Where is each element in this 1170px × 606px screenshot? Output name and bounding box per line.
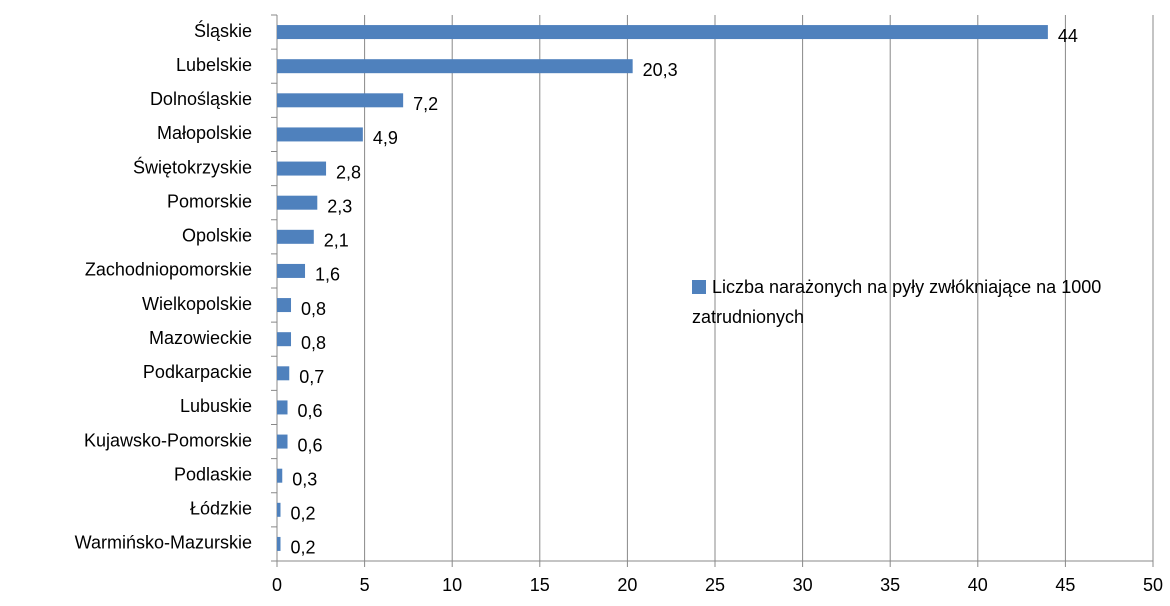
y-tick-label: Warmińsko-Mazurskie bbox=[75, 533, 252, 553]
value-label: 0,2 bbox=[291, 538, 316, 558]
y-tick-label: Śląskie bbox=[194, 20, 252, 41]
value-label: 0,3 bbox=[292, 469, 317, 489]
y-tick-label: Opolskie bbox=[182, 226, 252, 246]
bar bbox=[277, 195, 318, 210]
y-tick-label: Podlaskie bbox=[174, 464, 252, 484]
y-tick-label: Mazowieckie bbox=[149, 328, 252, 348]
x-tick-label: 5 bbox=[360, 575, 370, 595]
y-tick-label: Pomorskie bbox=[167, 191, 252, 211]
value-label: 20,3 bbox=[643, 60, 678, 80]
value-label: 2,3 bbox=[327, 196, 352, 216]
bar bbox=[277, 536, 281, 551]
legend-swatch bbox=[692, 280, 706, 294]
value-label: 1,6 bbox=[315, 265, 340, 285]
value-label: 0,2 bbox=[291, 504, 316, 524]
value-label: 2,1 bbox=[324, 231, 349, 251]
bar bbox=[277, 25, 1048, 40]
x-tick-label: 45 bbox=[1055, 575, 1075, 595]
legend-label: Liczba narażonych na pyły zwłókniające n… bbox=[692, 277, 1102, 327]
bar bbox=[277, 59, 633, 74]
y-tick-label: Zachodniopomorskie bbox=[85, 260, 252, 280]
bar bbox=[277, 332, 292, 347]
y-tick-label: Kujawsko-Pomorskie bbox=[84, 430, 252, 450]
y-tick-label: Podkarpackie bbox=[143, 362, 252, 382]
bar bbox=[277, 434, 288, 449]
bar bbox=[277, 263, 306, 278]
x-tick-label: 25 bbox=[705, 575, 725, 595]
y-tick-label: Wielkopolskie bbox=[142, 294, 252, 314]
value-label: 0,8 bbox=[301, 333, 326, 353]
y-tick-label: Lubuskie bbox=[180, 396, 252, 416]
y-tick-label: Łódzkie bbox=[190, 499, 252, 519]
x-tick-label: 10 bbox=[442, 575, 462, 595]
value-label: 7,2 bbox=[413, 94, 438, 114]
value-label: 0,8 bbox=[301, 299, 326, 319]
bar bbox=[277, 298, 292, 313]
value-label: 0,6 bbox=[298, 401, 323, 421]
y-tick-label: Lubelskie bbox=[176, 55, 252, 75]
bar bbox=[277, 127, 363, 142]
x-tick-label: 20 bbox=[617, 575, 637, 595]
bar bbox=[277, 468, 283, 483]
legend: Liczba narażonych na pyły zwłókniające n… bbox=[692, 272, 1112, 332]
value-label: 0,7 bbox=[299, 367, 324, 387]
bar bbox=[277, 366, 290, 381]
value-label: 0,6 bbox=[298, 435, 323, 455]
y-tick-label: Świętokrzyskie bbox=[133, 156, 252, 177]
value-label: 4,9 bbox=[373, 128, 398, 148]
value-label: 2,8 bbox=[336, 162, 361, 182]
x-tick-label: 15 bbox=[530, 575, 550, 595]
bar bbox=[277, 93, 404, 108]
x-tick-label: 30 bbox=[793, 575, 813, 595]
value-label: 44 bbox=[1058, 26, 1078, 46]
x-tick-label: 40 bbox=[968, 575, 988, 595]
y-tick-label: Dolnośląskie bbox=[150, 89, 252, 109]
y-tick-label: Małopolskie bbox=[157, 123, 252, 143]
bar bbox=[277, 502, 281, 517]
bar bbox=[277, 161, 327, 176]
x-tick-label: 50 bbox=[1143, 575, 1163, 595]
bar bbox=[277, 400, 288, 415]
x-tick-label: 0 bbox=[272, 575, 282, 595]
bar bbox=[277, 229, 314, 244]
x-tick-label: 35 bbox=[880, 575, 900, 595]
